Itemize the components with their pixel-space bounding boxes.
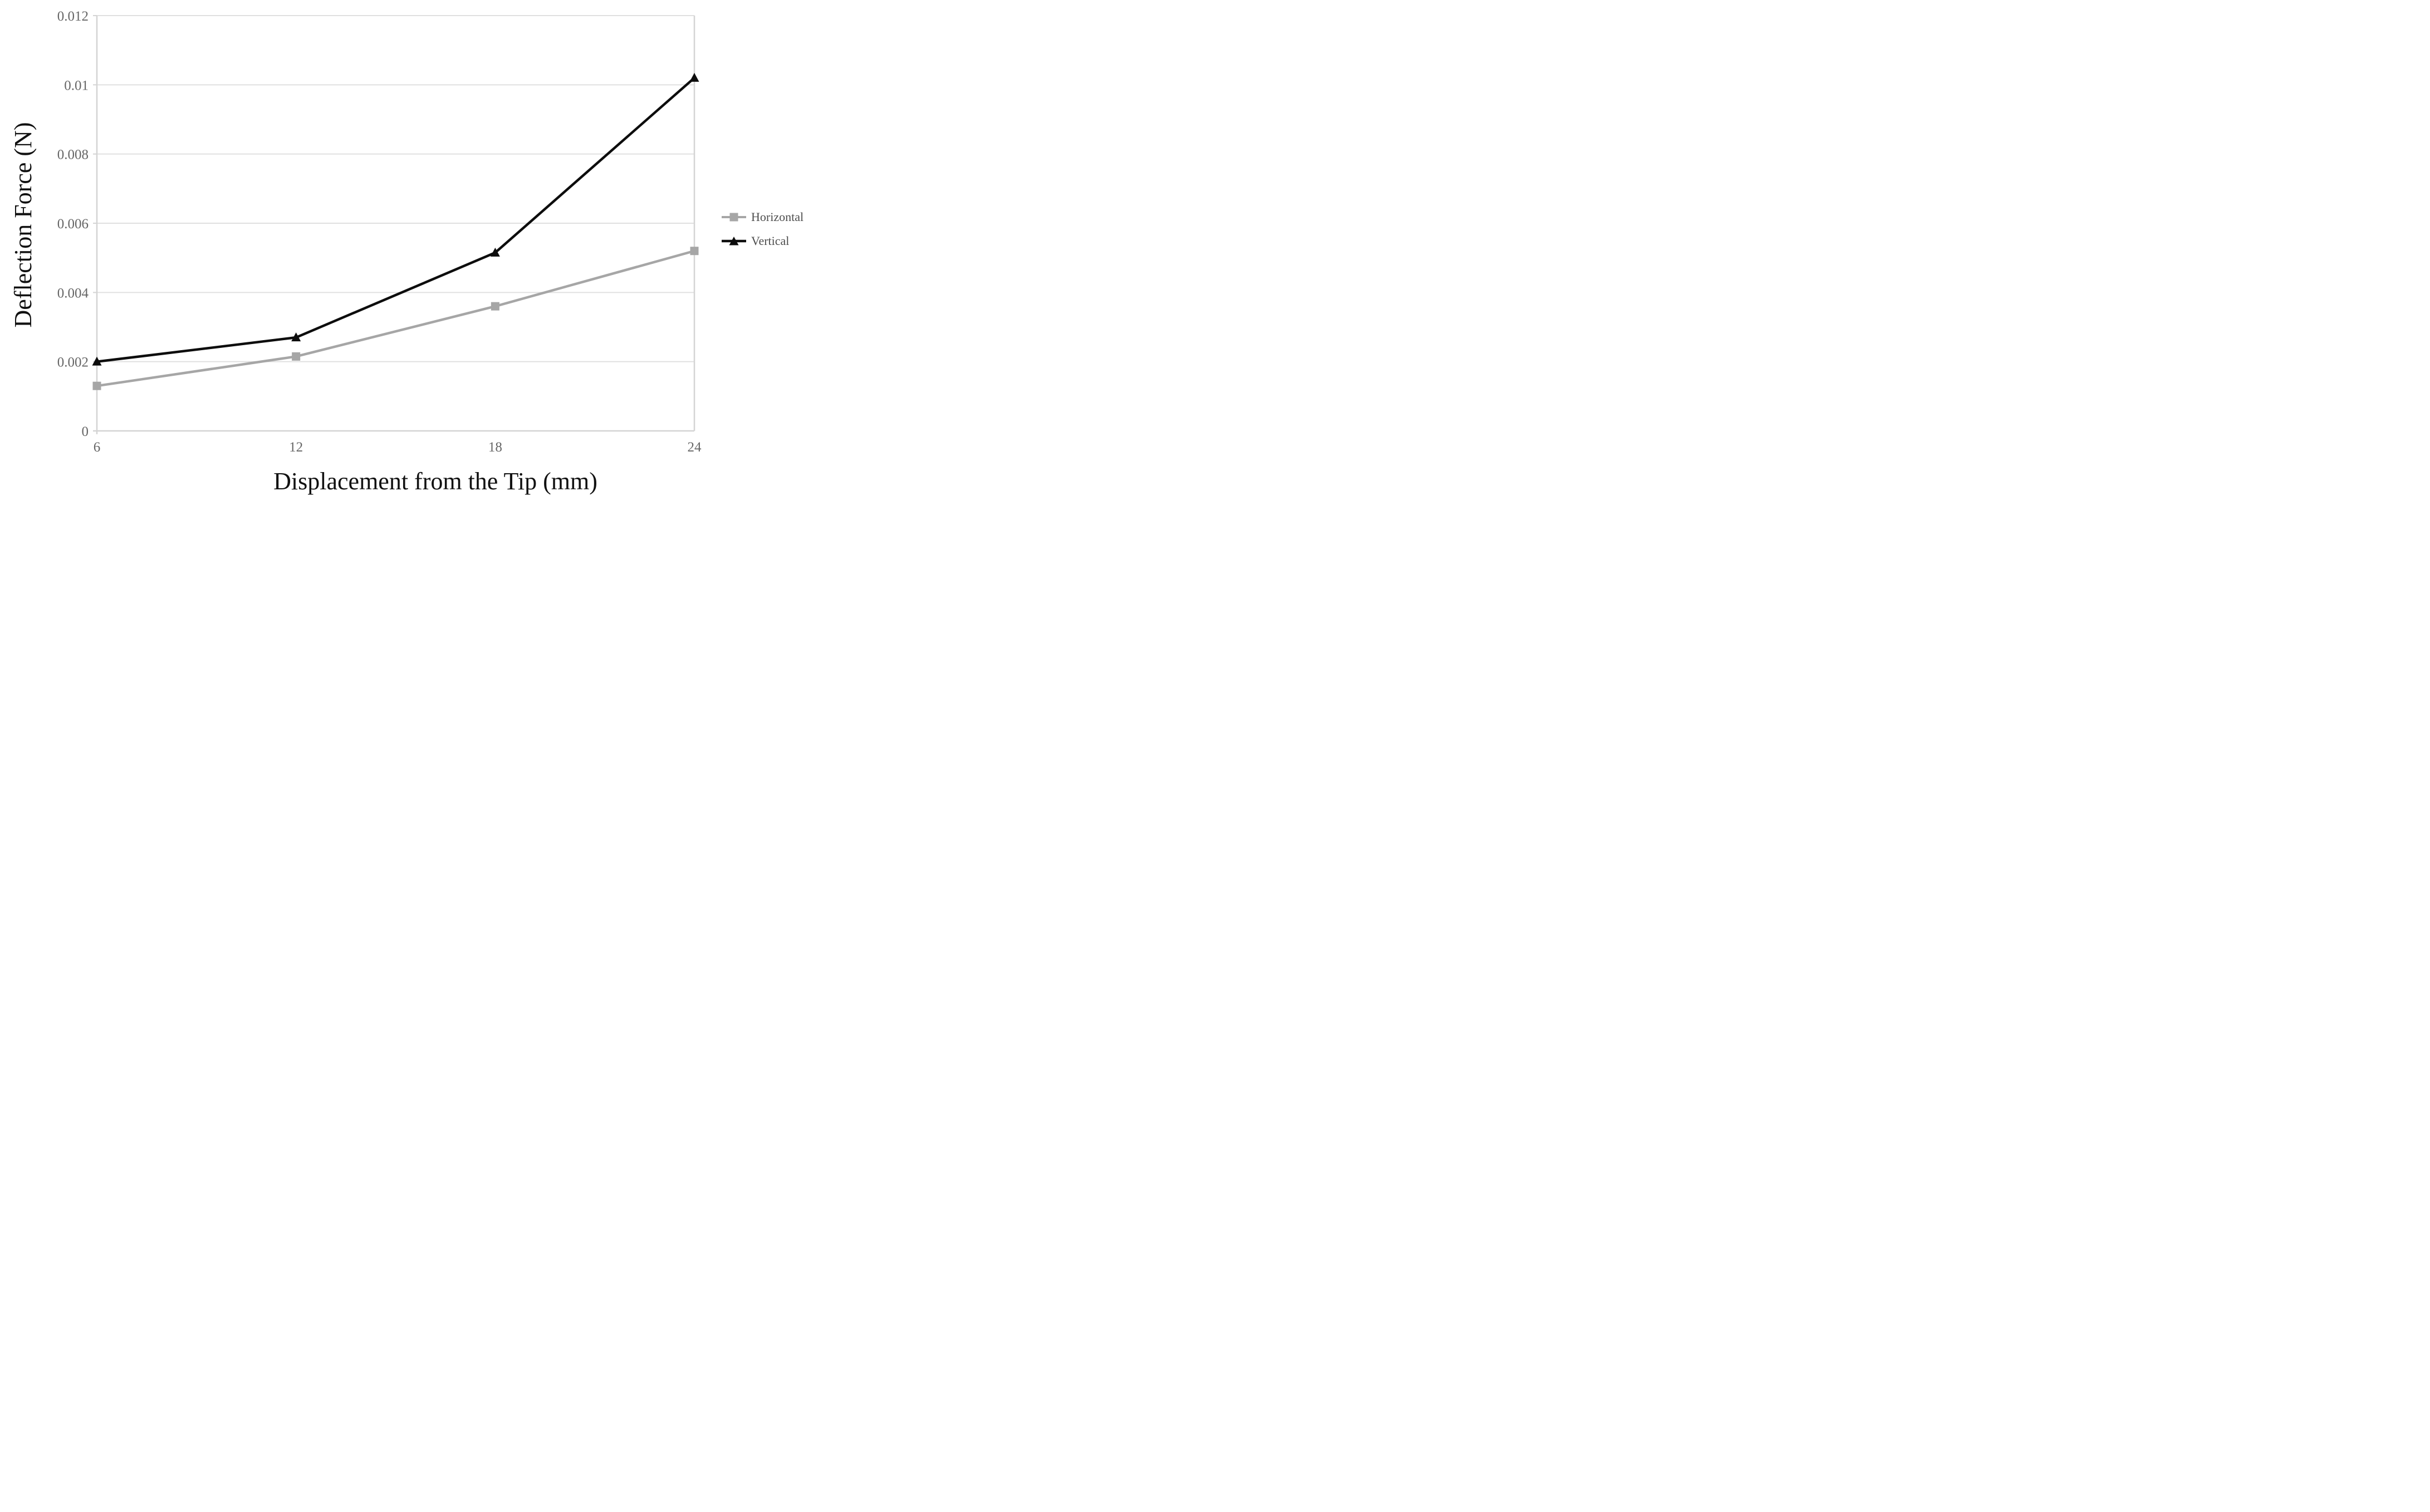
legend-item-vertical: Vertical bbox=[721, 233, 804, 249]
legend-label-vertical: Vertical bbox=[751, 234, 790, 248]
plot-area: 0 0.002 0.004 0.006 0.008 0.01 0.012 6 12 18 24 bbox=[57, 9, 702, 455]
data-point-marker-horizontal bbox=[491, 302, 499, 311]
data-point-marker-vertical bbox=[291, 332, 301, 342]
y-tick-label: 0.01 bbox=[64, 78, 89, 93]
legend-item-horizontal: Horizontal bbox=[721, 209, 804, 225]
x-tick-label: 12 bbox=[289, 440, 303, 455]
square-marker-icon bbox=[722, 213, 746, 222]
y-axis-title: Deflection Force (N) bbox=[9, 122, 37, 328]
x-axis-title: Displacement from the Tip (mm) bbox=[273, 468, 597, 495]
x-tick-label: 24 bbox=[688, 440, 702, 455]
data-point-marker-vertical bbox=[490, 247, 500, 257]
x-tick-label: 18 bbox=[488, 440, 502, 455]
y-tick-label: 0.012 bbox=[57, 9, 89, 24]
series-line-horizontal bbox=[96, 249, 695, 387]
data-point-marker-vertical bbox=[689, 72, 699, 82]
data-point-marker-horizontal bbox=[92, 381, 101, 390]
data-point-marker-horizontal bbox=[690, 247, 699, 256]
data-point-marker-vertical bbox=[92, 356, 102, 366]
y-tick-label: 0.006 bbox=[57, 217, 89, 232]
y-tick-label: 0.004 bbox=[57, 286, 89, 301]
triangle-marker-icon bbox=[722, 237, 746, 246]
x-tick-label: 6 bbox=[94, 440, 101, 455]
line-chart-figure: 0 0.002 0.004 0.006 0.008 0.01 0.012 6 12 18 24 De… bbox=[0, 0, 810, 504]
chart-legend: Horizontal Vertical bbox=[721, 209, 804, 249]
y-tick-label: 0.002 bbox=[57, 355, 89, 370]
data-point-marker-horizontal bbox=[292, 352, 301, 361]
y-tick-label: 0 bbox=[82, 424, 89, 439]
legend-label-horizontal: Horizontal bbox=[751, 210, 804, 224]
y-tick-label: 0.008 bbox=[57, 148, 89, 163]
series-line-vertical bbox=[96, 77, 695, 363]
